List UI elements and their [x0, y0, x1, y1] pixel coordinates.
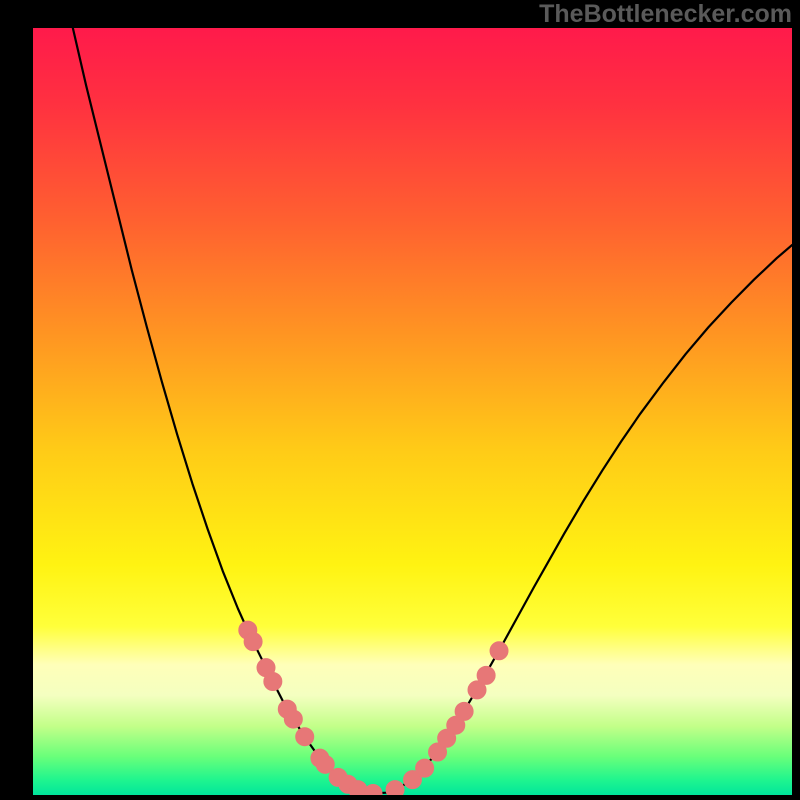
dots-group	[239, 621, 508, 795]
chart-stage: TheBottlenecker.com	[0, 0, 800, 800]
data-dot	[386, 781, 404, 795]
data-dot	[477, 666, 495, 684]
chart-svg	[33, 28, 792, 795]
data-dot	[364, 784, 382, 795]
data-dot	[244, 633, 262, 651]
data-dot	[284, 710, 302, 728]
data-dot	[416, 759, 434, 777]
data-dot	[264, 672, 282, 690]
watermark-text: TheBottlenecker.com	[539, 0, 792, 29]
data-dot	[296, 728, 314, 746]
data-dot	[490, 642, 508, 660]
data-dot	[455, 702, 473, 720]
plot-area	[33, 28, 792, 795]
curve-path	[73, 28, 792, 793]
